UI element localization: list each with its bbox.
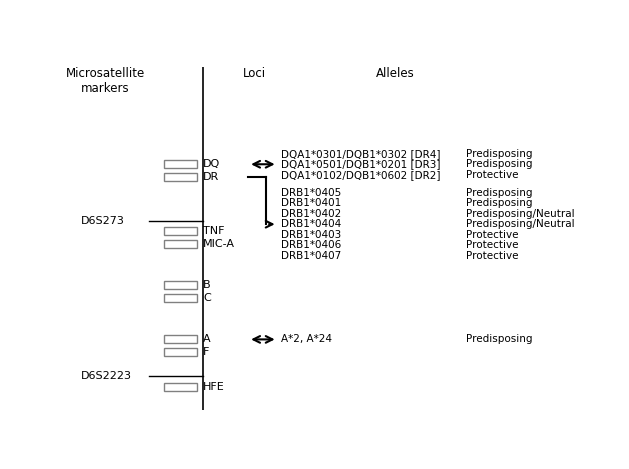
Text: DQA1*0501/DQB1*0201 [DR3]: DQA1*0501/DQB1*0201 [DR3] [281, 159, 440, 169]
Text: Protective: Protective [466, 170, 519, 180]
Text: F: F [203, 347, 209, 357]
Text: Predisposing: Predisposing [466, 334, 533, 344]
Bar [164, 335, 197, 343]
Text: MIC-A: MIC-A [203, 239, 235, 249]
Text: DQA1*0102/DQB1*0602 [DR2]: DQA1*0102/DQB1*0602 [DR2] [281, 170, 440, 180]
Text: DRB1*0406: DRB1*0406 [281, 240, 341, 250]
Bar [164, 348, 197, 356]
Bar [164, 173, 197, 181]
Text: D6S2223: D6S2223 [81, 371, 132, 381]
Text: DRB1*0402: DRB1*0402 [281, 209, 341, 219]
Text: Protective: Protective [466, 230, 519, 240]
Text: DRB1*0403: DRB1*0403 [281, 230, 341, 240]
Text: DQ: DQ [203, 159, 220, 169]
Bar [164, 227, 197, 235]
Text: DRB1*0404: DRB1*0404 [281, 219, 341, 229]
Text: D6S273: D6S273 [81, 216, 125, 226]
Text: DRB1*0407: DRB1*0407 [281, 250, 341, 261]
Text: B: B [203, 280, 211, 290]
Text: TNF: TNF [203, 226, 225, 236]
Text: Predisposing: Predisposing [466, 198, 533, 208]
Bar [164, 281, 197, 289]
Text: DRB1*0401: DRB1*0401 [281, 198, 341, 208]
Text: DR: DR [203, 172, 219, 182]
Bar [164, 240, 197, 248]
Text: C: C [203, 293, 211, 303]
Text: Predisposing: Predisposing [466, 159, 533, 169]
Text: Microsatellite
markers: Microsatellite markers [66, 67, 145, 95]
Text: DRB1*0405: DRB1*0405 [281, 188, 341, 198]
Text: Predisposing: Predisposing [466, 188, 533, 198]
Text: A: A [203, 334, 211, 344]
Text: Predisposing: Predisposing [466, 149, 533, 159]
Text: HFE: HFE [203, 382, 225, 393]
Text: Alleles: Alleles [376, 67, 415, 80]
Text: Loci: Loci [243, 67, 265, 80]
Text: DQA1*0301/DQB1*0302 [DR4]: DQA1*0301/DQB1*0302 [DR4] [281, 149, 440, 159]
Text: Protective: Protective [466, 250, 519, 261]
Text: Predisposing/Neutral: Predisposing/Neutral [466, 219, 575, 229]
Text: A*2, A*24: A*2, A*24 [281, 334, 332, 344]
Text: Predisposing/Neutral: Predisposing/Neutral [466, 209, 575, 219]
Bar [164, 384, 197, 392]
Text: Protective: Protective [466, 240, 519, 250]
Bar [164, 294, 197, 302]
Bar [164, 160, 197, 168]
